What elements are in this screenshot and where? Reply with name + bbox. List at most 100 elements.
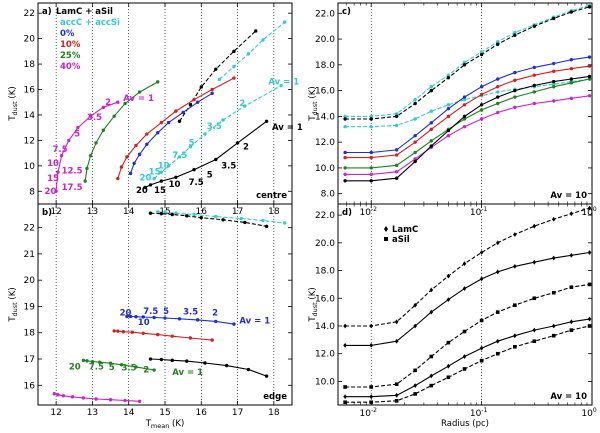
data-point: [429, 121, 433, 125]
data-point: [166, 164, 171, 168]
data-point: [174, 211, 178, 215]
series-line: [345, 283, 590, 388]
data-point: [446, 114, 451, 119]
data-point: [166, 120, 171, 125]
data-point: [446, 340, 451, 345]
series-line: [345, 78, 590, 128]
data-point: [479, 276, 484, 282]
data-point: [413, 159, 417, 164]
series-1: [177, 29, 258, 124]
series-6: [343, 94, 592, 177]
data-point: [261, 218, 265, 223]
data-point: [343, 342, 347, 348]
data-point: [170, 212, 174, 217]
y-tick-label: 16.0: [315, 294, 335, 304]
data-point: [429, 88, 433, 93]
gridlines: [370, 3, 592, 204]
data-label: 7.5: [89, 363, 104, 373]
data-point: [185, 214, 189, 218]
data-point: [101, 105, 106, 110]
data-point: [214, 214, 218, 219]
data-point: [85, 359, 89, 363]
data-point: [394, 382, 399, 387]
data-point: [479, 108, 484, 112]
series-5: [81, 358, 156, 372]
data-point: [137, 399, 142, 404]
data-point: [116, 100, 120, 104]
data-label: 17.5: [62, 183, 83, 193]
data-point: [552, 69, 556, 73]
y-tick-label: 18.0: [315, 61, 335, 71]
data-point: [148, 183, 153, 187]
legend-entry: 10%: [60, 40, 81, 50]
data-point: [446, 73, 451, 77]
data-label: 5: [74, 130, 80, 140]
data-point: [369, 166, 373, 170]
data-point: [177, 155, 182, 159]
data-label: 10: [138, 318, 150, 328]
data-label: 20: [120, 309, 132, 319]
series-line: [345, 5, 590, 117]
y-tick-label: 18: [24, 60, 36, 70]
data-point: [394, 392, 399, 398]
data-point: [532, 101, 536, 106]
x-tick-label: 10-1: [470, 407, 488, 419]
legend-entry: 0%: [60, 29, 75, 39]
data-label: 20: [45, 187, 57, 197]
data-point: [159, 170, 164, 174]
data-point: [243, 220, 247, 225]
legend-entry: 25%: [60, 51, 81, 61]
data-point: [496, 85, 500, 89]
data-point: [479, 85, 484, 89]
data-point: [239, 216, 243, 221]
data-point: [188, 145, 193, 149]
series-line: [150, 212, 267, 227]
data-point: [413, 323, 417, 329]
series-4: [128, 91, 214, 176]
data-point: [52, 392, 57, 396]
data-point: [174, 175, 178, 179]
data-point: [394, 399, 399, 403]
data-point: [429, 144, 433, 148]
data-label: 2: [243, 142, 249, 152]
data-label: 7.5: [172, 151, 187, 161]
data-point: [532, 339, 537, 344]
y-tick-label: 17: [24, 355, 35, 365]
data-point: [552, 61, 556, 66]
data-point: [163, 210, 167, 215]
y-tick-label: 12.0: [315, 350, 335, 360]
data-point: [513, 232, 517, 237]
y-tick-label: 10: [24, 162, 36, 172]
data-point: [188, 103, 193, 107]
major-ticks: [338, 3, 593, 204]
data-point: [552, 85, 556, 89]
data-point: [587, 5, 592, 9]
data-point: [513, 33, 517, 37]
data-point: [119, 363, 124, 367]
data-point: [413, 97, 417, 102]
series-6: [83, 80, 160, 183]
data-label: 20: [136, 186, 148, 196]
data-point: [569, 285, 574, 289]
data-point: [569, 96, 574, 101]
data-point: [479, 345, 484, 351]
data-point: [163, 316, 167, 320]
series-line: [219, 21, 286, 80]
data-point: [94, 141, 98, 145]
series-line: [114, 330, 213, 341]
data-point: [134, 143, 138, 148]
corner-label: Av = 10: [550, 392, 587, 402]
y-tick-label: 22.0: [315, 9, 335, 19]
x-axis-label: Tmean (K): [145, 419, 185, 430]
data-label: 20: [140, 173, 152, 183]
series-4: [148, 357, 269, 378]
data-point: [495, 240, 500, 246]
data-point: [413, 140, 417, 144]
data-point: [587, 55, 592, 59]
data-point: [123, 101, 127, 106]
data-point: [394, 123, 399, 128]
data-point: [369, 150, 373, 155]
data-point: [551, 333, 556, 338]
data-label: 5: [207, 170, 213, 180]
data-point: [343, 172, 347, 177]
